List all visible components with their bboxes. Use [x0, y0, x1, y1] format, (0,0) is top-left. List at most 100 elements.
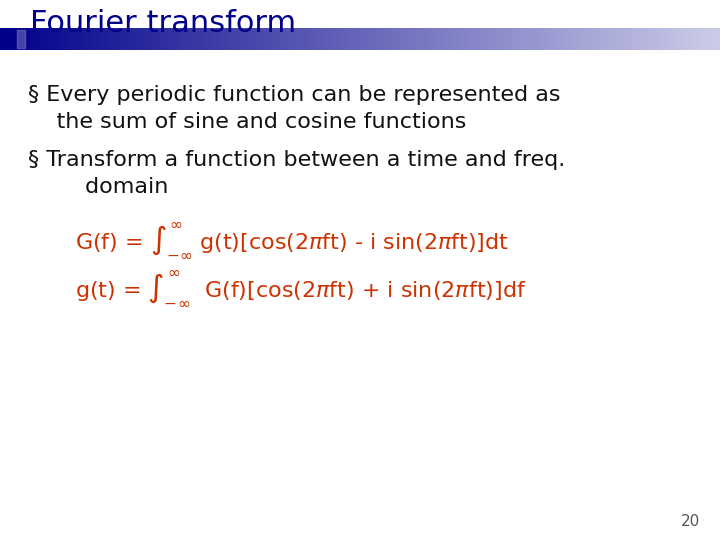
Bar	[271, 28, 274, 50]
Bar	[223, 28, 226, 50]
Bar	[324, 28, 327, 50]
Bar	[163, 28, 166, 50]
Bar	[463, 28, 466, 50]
Bar	[540, 28, 543, 50]
Bar	[696, 28, 699, 50]
Bar	[166, 28, 168, 50]
Bar	[261, 28, 264, 50]
Text: g(t) = $\int_{-\infty}^{\infty}$  G(f)[cos(2$\pi$ft) + i sin(2$\pi$ft)]df: g(t) = $\int_{-\infty}^{\infty}$ G(f)[co…	[75, 268, 526, 308]
Bar	[485, 28, 487, 50]
Bar	[300, 28, 303, 50]
Bar	[283, 28, 286, 50]
Bar	[706, 28, 708, 50]
Bar	[360, 28, 363, 50]
Bar	[45, 28, 48, 50]
Bar	[53, 28, 55, 50]
Bar	[459, 28, 462, 50]
Bar	[643, 28, 646, 50]
Bar	[355, 28, 358, 50]
Bar	[89, 28, 91, 50]
Bar	[677, 28, 680, 50]
Bar	[497, 28, 500, 50]
Bar	[675, 28, 678, 50]
Bar	[3, 32, 14, 46]
Bar	[413, 28, 415, 50]
Bar	[79, 28, 82, 50]
Bar	[430, 28, 433, 50]
Bar	[418, 28, 420, 50]
Bar	[274, 28, 276, 50]
Bar	[9, 28, 12, 50]
Bar	[94, 28, 96, 50]
Bar	[646, 28, 649, 50]
Bar	[403, 28, 406, 50]
Bar	[108, 28, 111, 50]
Bar	[708, 28, 711, 50]
Bar	[444, 28, 447, 50]
Bar	[396, 28, 399, 50]
Bar	[401, 28, 404, 50]
Bar	[269, 28, 271, 50]
Bar	[171, 28, 174, 50]
Bar	[348, 28, 351, 50]
Bar	[331, 28, 334, 50]
Bar	[391, 28, 394, 50]
Bar	[545, 28, 548, 50]
Bar	[446, 28, 449, 50]
Bar	[130, 28, 132, 50]
Bar	[506, 28, 509, 50]
Bar	[279, 28, 282, 50]
Bar	[557, 28, 559, 50]
Bar	[27, 28, 30, 50]
Bar	[382, 28, 384, 50]
Bar	[581, 28, 584, 50]
Bar	[423, 28, 426, 50]
Bar	[619, 28, 622, 50]
Bar	[77, 28, 80, 50]
Bar	[420, 28, 423, 50]
Bar	[187, 28, 190, 50]
Bar	[297, 28, 300, 50]
Bar	[168, 28, 171, 50]
Bar	[509, 28, 512, 50]
Bar	[185, 28, 188, 50]
Bar	[679, 28, 682, 50]
Bar	[691, 28, 694, 50]
Bar	[621, 28, 624, 50]
Bar	[14, 28, 17, 50]
Bar	[571, 28, 574, 50]
Bar	[715, 28, 718, 50]
Bar	[612, 28, 615, 50]
Bar	[689, 28, 692, 50]
Bar	[549, 28, 552, 50]
Bar	[636, 28, 639, 50]
Bar	[387, 28, 390, 50]
Bar	[341, 28, 343, 50]
Bar	[110, 28, 113, 50]
Bar	[600, 28, 603, 50]
Bar	[259, 28, 262, 50]
Bar	[233, 28, 235, 50]
Bar	[247, 28, 250, 50]
Bar	[437, 28, 440, 50]
Bar	[132, 28, 135, 50]
Text: 20: 20	[680, 515, 700, 530]
Bar	[338, 28, 341, 50]
Bar	[106, 28, 109, 50]
Bar	[518, 28, 521, 50]
Bar	[221, 28, 224, 50]
Bar	[65, 28, 68, 50]
Bar	[216, 28, 219, 50]
Bar	[588, 28, 591, 50]
Bar	[266, 28, 269, 50]
Bar	[701, 28, 703, 50]
Bar	[41, 28, 44, 50]
Bar	[228, 28, 231, 50]
Bar	[595, 28, 598, 50]
Bar	[19, 28, 22, 50]
Text: domain: domain	[28, 177, 168, 197]
Bar	[180, 28, 183, 50]
Bar	[713, 28, 716, 50]
Bar	[293, 28, 296, 50]
Bar	[86, 28, 89, 50]
